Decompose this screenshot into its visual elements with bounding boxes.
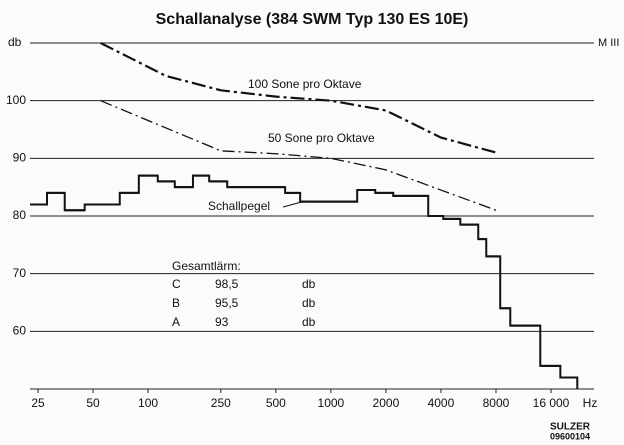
leader-line [282, 200, 306, 208]
y-tick-label: 100 [6, 93, 26, 107]
x-tick-label: 50 [86, 396, 100, 410]
x-tick-label: 1000 [318, 396, 345, 410]
chart-title: Schallanalyse (384 SWM Typ 130 ES 10E) [156, 11, 469, 28]
series-label: 100 Sone pro Oktave [248, 77, 362, 91]
footer: 09600104 [550, 431, 590, 441]
x-tick-label: 8000 [483, 396, 510, 410]
summary-cell: 95,5 [215, 296, 239, 310]
x-tick-label: 250 [211, 396, 231, 410]
x-tick-label: 2000 [373, 396, 400, 410]
summary-cell: B [172, 296, 180, 310]
x-tick-label: 4000 [428, 396, 455, 410]
step-outline [30, 174, 579, 389]
y-tick-label: 90 [13, 151, 27, 165]
x-axis-label: Hz [583, 396, 598, 410]
summary-cell: db [302, 277, 316, 291]
y-tick-label: 60 [13, 324, 27, 338]
series-label: 50 Sone pro Oktave [268, 131, 375, 145]
y-tick-label: 70 [13, 266, 27, 280]
summary-cell: C [172, 277, 181, 291]
series-line [100, 100, 497, 211]
summary-cell: db [302, 315, 316, 329]
summary-cell: db [302, 296, 316, 310]
x-tick-label: 25 [31, 396, 45, 410]
y-tick-label: 80 [13, 208, 27, 222]
y-axis-label: db [8, 35, 22, 49]
x-tick-label: 500 [266, 396, 286, 410]
footer: SULZER [550, 422, 591, 433]
summary-cell: A [172, 315, 180, 329]
x-tick-label: 100 [138, 396, 158, 410]
series-line [100, 42, 497, 154]
x-tick-label: 16 000 [533, 396, 570, 410]
summary-title: Gesamtlärm: [172, 259, 241, 273]
summary-cell: 93 [215, 315, 229, 329]
series-label: Schallpegel [208, 199, 270, 213]
corner-label: M III [598, 37, 619, 49]
summary-cell: 98,5 [215, 277, 239, 291]
